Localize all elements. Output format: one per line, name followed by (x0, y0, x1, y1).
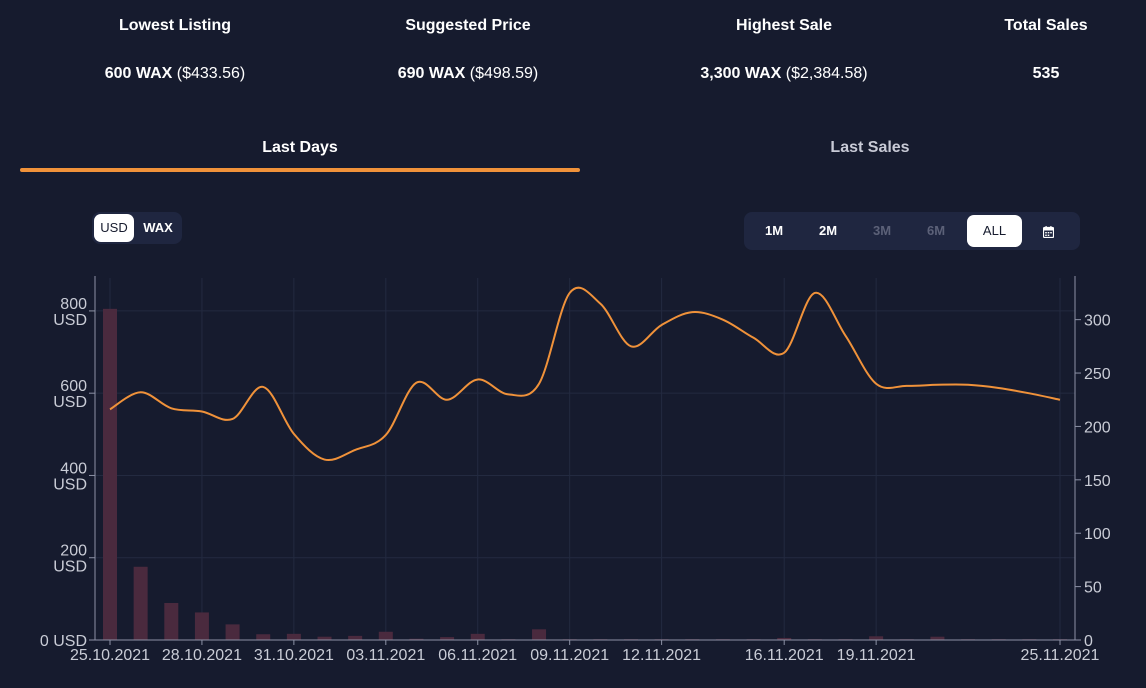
range-selector: 1M 2M 3M 6M ALL (744, 212, 1080, 250)
stat-label: Highest Sale (735, 17, 833, 34)
calendar-icon (1042, 225, 1054, 238)
range-all-button[interactable]: ALL (967, 215, 1022, 247)
chart-tabs: Last Days Last Sales (0, 134, 1146, 174)
volume-bar (256, 634, 271, 640)
volume-bar (440, 637, 455, 640)
stat-suggested-price: Suggested Price 690 WAX ($498.59) (373, 14, 563, 86)
x-tick-label: 03.11.2021 (346, 647, 425, 664)
chart-axes (89, 276, 1081, 645)
right-tick-label: 250 (1084, 366, 1111, 383)
stat-value-rest: ($498.59) (469, 65, 539, 82)
right-tick-label: 200 (1084, 419, 1111, 436)
active-tab-indicator (20, 168, 580, 172)
x-tick-label: 09.11.2021 (530, 647, 609, 664)
x-tick-label: 28.10.2021 (162, 647, 242, 664)
price-line (109, 286, 1061, 462)
range-2m-button[interactable]: 2M (818, 223, 838, 238)
right-tick-label: 50 (1084, 580, 1102, 597)
stat-value: 600 WAX ($433.56) (85, 62, 265, 86)
volume-bar (777, 637, 792, 640)
price-volume-chart: 0 USD 200 USD 400 USD 600 USD 800 USD 0 50 100 150 20… (40, 276, 1111, 664)
x-tick-label: 25.10.2021 (70, 647, 150, 664)
tab-last-sales[interactable]: Last Sales (830, 139, 910, 156)
right-tick-label: 0 (1084, 633, 1093, 650)
right-tick-label: 100 (1084, 526, 1111, 543)
stat-label: Lowest Listing (119, 17, 231, 34)
volume-bar (409, 638, 424, 640)
volume-bar (869, 636, 884, 640)
stat-value-rest: ($2,384.58) (785, 65, 868, 82)
range-3m-button[interactable]: 3M (872, 223, 892, 238)
stat-value-bold: 3,300 WAX (700, 65, 782, 82)
volume-bar (348, 635, 363, 640)
volume-bar (225, 624, 240, 640)
chart-axis-labels: 0 USD 200 USD 400 USD 600 USD 800 USD 0 50 100 150 20… (40, 296, 1111, 664)
volume-bar (930, 636, 945, 640)
volume-bar (286, 633, 301, 640)
stat-value: 3,300 WAX ($2,384.58) (674, 62, 894, 86)
stat-highest-sale: Highest Sale 3,300 WAX ($2,384.58) (674, 14, 894, 86)
left-tick-label: 200 USD (53, 543, 87, 576)
left-tick-label: 400 USD (53, 460, 87, 493)
currency-wax-button[interactable]: WAX (143, 220, 173, 235)
volume-bar (194, 612, 209, 640)
stat-total-sales: Total Sales 535 (986, 14, 1106, 86)
volume-bar (532, 629, 547, 640)
left-tick-label: 600 USD (53, 378, 87, 411)
stat-lowest-listing: Lowest Listing 600 WAX ($433.56) (85, 14, 265, 86)
volume-bar (378, 631, 393, 640)
volume-bar (470, 633, 485, 640)
stat-value-rest: ($433.56) (176, 65, 246, 82)
volume-bar (133, 566, 148, 640)
x-tick-label: 31.10.2021 (254, 647, 334, 664)
currency-usd-button[interactable]: USD (94, 214, 134, 242)
x-tick-label: 06.11.2021 (438, 647, 517, 664)
x-tick-label: 16.11.2021 (745, 647, 824, 664)
volume-bar (164, 602, 179, 640)
x-tick-label: 25.11.2021 (1021, 647, 1100, 664)
x-tick-label: 19.11.2021 (837, 647, 916, 664)
range-1m-button[interactable]: 1M (764, 223, 784, 238)
chart-grid (95, 278, 1075, 641)
left-tick-label: 0 USD (40, 633, 87, 650)
stat-label: Suggested Price (405, 17, 531, 34)
left-tick-label: 800 USD (53, 296, 87, 329)
currency-toggle: USD WAX (92, 212, 182, 244)
tab-last-days[interactable]: Last Days (262, 139, 338, 156)
volume-bar (103, 308, 117, 640)
stat-value-bold: 535 (1032, 65, 1060, 82)
stats-row: Lowest Listing 600 WAX ($433.56) Suggest… (0, 0, 1146, 100)
range-6m-button[interactable]: 6M (926, 223, 946, 238)
right-tick-label: 150 (1084, 473, 1111, 490)
stat-value-bold: 690 WAX (397, 65, 466, 82)
stat-value: 535 (986, 62, 1106, 86)
calendar-button[interactable] (1026, 215, 1070, 247)
right-tick-label: 300 (1084, 313, 1111, 330)
stat-value: 690 WAX ($498.59) (373, 62, 563, 86)
volume-bars (103, 308, 1067, 640)
stat-value-bold: 600 WAX (104, 65, 173, 82)
volume-bar (317, 636, 332, 640)
x-tick-label: 12.11.2021 (622, 647, 701, 664)
stat-label: Total Sales (1004, 17, 1088, 34)
